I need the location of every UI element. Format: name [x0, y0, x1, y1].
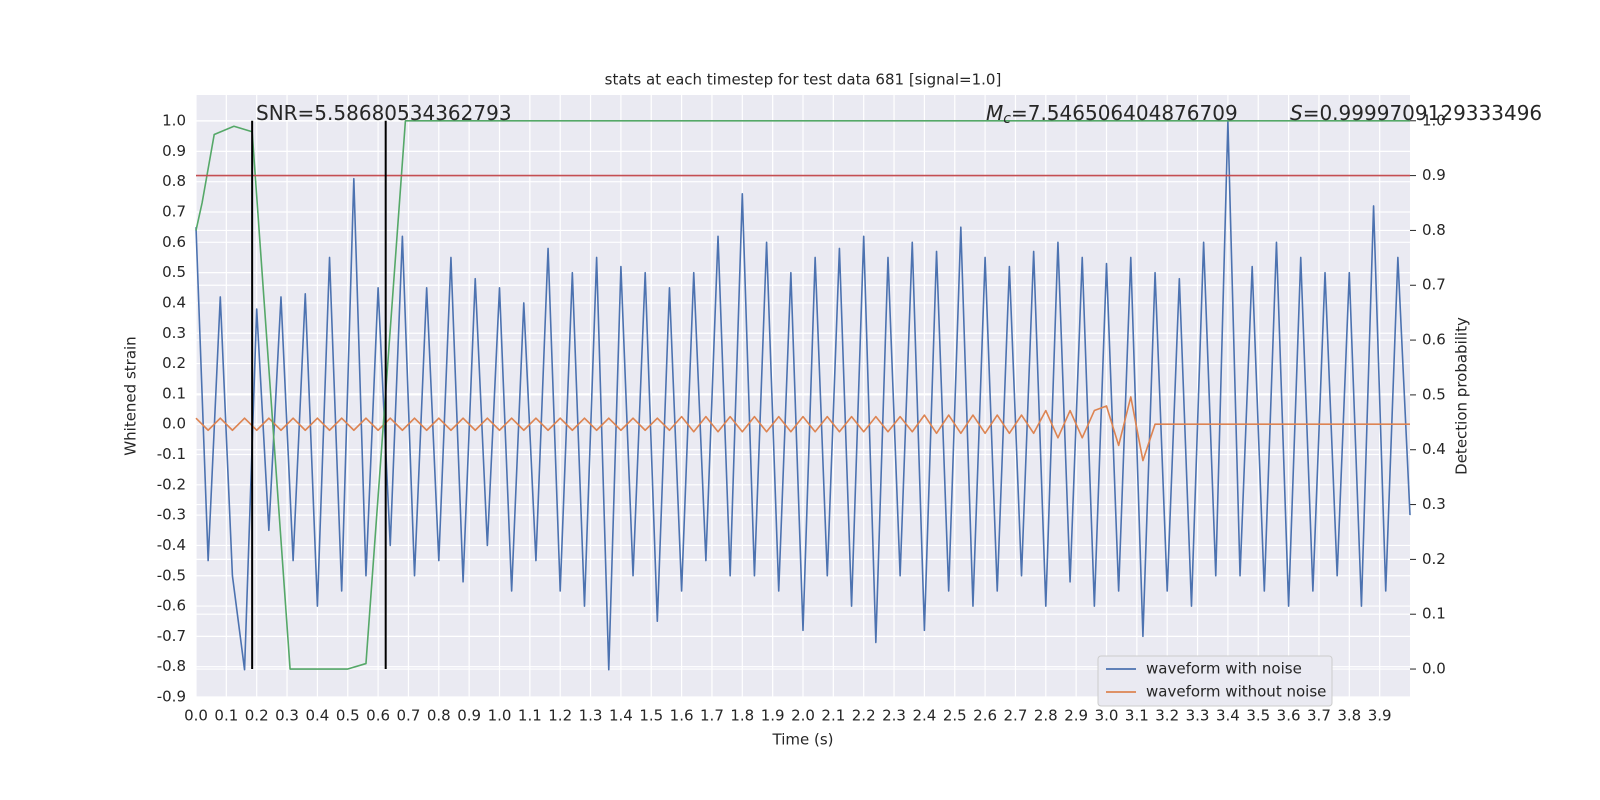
x-tick-label: 1.4	[609, 707, 633, 725]
chart-title: stats at each timestep for test data 681…	[605, 71, 1002, 89]
x-axis-label: Time (s)	[772, 731, 834, 749]
y2-tick-label: 0.1	[1422, 605, 1446, 623]
y-tick-label: -0.6	[157, 597, 186, 615]
y2-tick-label: 0.4	[1422, 440, 1446, 458]
x-tick-label: 0.0	[184, 707, 208, 725]
x-tick-label: 2.4	[912, 707, 936, 725]
annotation-subscript: c	[1003, 111, 1011, 127]
x-tick-label: 3.5	[1246, 707, 1270, 725]
y-tick-label: 0.2	[162, 354, 186, 372]
x-tick-label: 2.1	[821, 707, 845, 725]
x-tick-label: 0.1	[214, 707, 238, 725]
x-tick-label: 3.4	[1216, 707, 1240, 725]
y2-tick-label: 1.0	[1422, 111, 1446, 129]
y-tick-label: 0.8	[162, 172, 186, 190]
annotation-symbol: M	[986, 101, 1003, 125]
y2-tick-label: 0.5	[1422, 385, 1446, 403]
y-tick-label: -0.3	[157, 506, 186, 524]
x-tick-label: 1.9	[761, 707, 785, 725]
x-tick-label: 3.3	[1186, 707, 1210, 725]
x-tick-label: 1.8	[730, 707, 754, 725]
y-tick-label: 0.6	[162, 233, 186, 251]
x-tick-label: 0.3	[275, 707, 299, 725]
x-tick-label: 3.6	[1277, 707, 1301, 725]
x-tick-label: 1.6	[670, 707, 694, 725]
x-tick-label: 1.0	[488, 707, 512, 725]
x-tick-label: 0.7	[397, 707, 421, 725]
annotation: Mc=7.546506404876709	[986, 101, 1238, 128]
x-tick-label: 2.5	[943, 707, 967, 725]
annotation: S=0.9999709129333496	[1290, 101, 1542, 125]
x-tick-label: 0.9	[457, 707, 481, 725]
annotation-text: =7.546506404876709	[1011, 101, 1238, 125]
x-tick-label: 3.1	[1125, 707, 1149, 725]
x-tick-label: 1.3	[579, 707, 603, 725]
x-tick-label: 2.3	[882, 707, 906, 725]
y2-tick-label: 0.0	[1422, 660, 1446, 678]
y2-tick-label: 0.7	[1422, 276, 1446, 294]
x-tick-label: 0.5	[336, 707, 360, 725]
legend-box	[1097, 655, 1333, 707]
x-tick-label: 3.2	[1155, 707, 1179, 725]
y-tick-label: -0.1	[157, 445, 186, 463]
y-tick-label: 0.7	[162, 203, 186, 221]
legend-label: waveform with noise	[1146, 660, 1302, 678]
annotation-text: SNR=5.58680534362793	[256, 101, 512, 125]
y-axis-label: Whitened strain	[122, 336, 140, 455]
x-tick-label: 2.8	[1034, 707, 1058, 725]
y-tick-label: -0.8	[157, 657, 186, 675]
x-tick-label: 0.8	[427, 707, 451, 725]
y-tick-label: -0.7	[157, 627, 186, 645]
x-tick-label: 0.4	[305, 707, 329, 725]
x-tick-label: 0.2	[245, 707, 269, 725]
y2-tick-label: 0.6	[1422, 331, 1446, 349]
y2-tick-label: 0.2	[1422, 550, 1446, 568]
x-tick-label: 2.2	[852, 707, 876, 725]
y-tick-label: 0.9	[162, 142, 186, 160]
x-tick-label: 3.7	[1307, 707, 1331, 725]
y2-tick-label: 0.3	[1422, 495, 1446, 513]
y-tick-label: -0.5	[157, 566, 186, 584]
series-line	[195, 120, 1411, 671]
y-tick-label: 0.4	[162, 293, 186, 311]
y-tick-label: 0.5	[162, 263, 186, 281]
x-tick-label: 1.7	[700, 707, 724, 725]
x-tick-label: 3.0	[1095, 707, 1119, 725]
annotation-text: =0.9999709129333496	[1303, 101, 1542, 125]
y2-tick-label: 0.8	[1422, 221, 1446, 239]
x-tick-label: 0.6	[366, 707, 390, 725]
y-tick-label: -0.4	[157, 536, 186, 554]
y-tick-label: 1.0	[162, 112, 186, 130]
legend-label: waveform without noise	[1146, 683, 1326, 701]
y-tick-label: 0.3	[162, 324, 186, 342]
y-tick-label: -0.9	[157, 688, 186, 706]
y2-tick-label: 0.9	[1422, 166, 1446, 184]
y2-axis-label: Detection probability	[1453, 317, 1471, 475]
x-tick-label: 2.9	[1064, 707, 1088, 725]
x-tick-label: 2.6	[973, 707, 997, 725]
annotation: SNR=5.58680534362793	[256, 101, 512, 125]
x-tick-label: 1.1	[518, 707, 542, 725]
x-tick-label: 1.5	[639, 707, 663, 725]
y-tick-label: -0.2	[157, 475, 186, 493]
series-line	[195, 396, 1410, 462]
x-tick-label: 3.9	[1368, 707, 1392, 725]
x-tick-label: 2.0	[791, 707, 815, 725]
y-tick-label: 0.0	[162, 415, 186, 433]
y-tick-label: 0.1	[162, 384, 186, 402]
x-tick-label: 3.8	[1337, 707, 1361, 725]
x-tick-label: 1.2	[548, 707, 572, 725]
annotation-symbol: S	[1290, 101, 1303, 125]
x-tick-label: 2.7	[1004, 707, 1028, 725]
